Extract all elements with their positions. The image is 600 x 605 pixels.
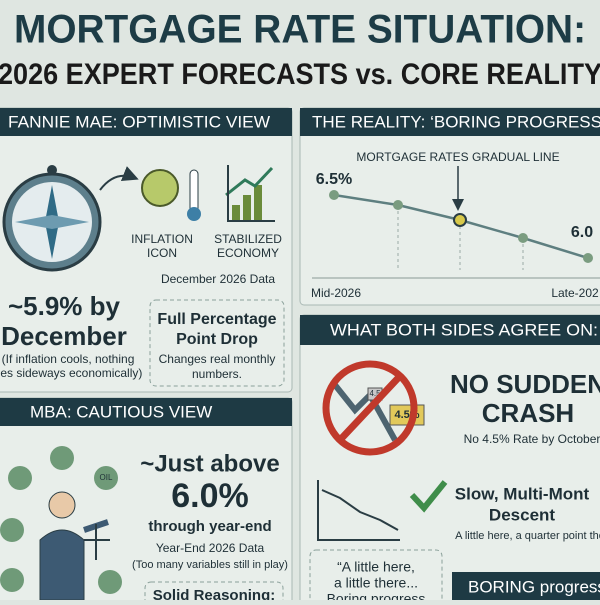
callout-text: numbers. bbox=[192, 367, 242, 381]
reality-panel: THE REALITY: ‘BORING PROGRESS MORTGAGE R… bbox=[299, 107, 600, 306]
mba-panel: MBA: CAUTIOUS VIEW OIL ~Just above 6.0% … bbox=[0, 397, 293, 605]
panel bbox=[299, 107, 600, 306]
descent-note: A little here, a quarter point the bbox=[455, 530, 600, 542]
badge bbox=[452, 572, 600, 602]
badge-text: BORING progress bbox=[468, 577, 600, 596]
drop-lines bbox=[397, 205, 524, 270]
headline-note: No 4.5% Rate by October bbox=[464, 432, 600, 446]
panel-heading: MBA: CAUTIOUS VIEW bbox=[30, 402, 212, 421]
chart-title: MORTGAGE RATES GRADUAL LINE bbox=[356, 150, 559, 164]
data-note: December 2026 Data bbox=[161, 272, 275, 286]
condition: (Too many variables still in play) bbox=[132, 559, 288, 571]
arrow bbox=[99, 166, 139, 191]
condition: oes sideways economically) bbox=[0, 366, 142, 380]
forecast: December bbox=[1, 321, 127, 351]
icon-text: OIL bbox=[100, 473, 113, 482]
condition: (If inflation cools, nothing bbox=[2, 352, 135, 366]
panel-header bbox=[0, 398, 292, 426]
end-label: 6.0 bbox=[571, 224, 593, 241]
data-note: Year-End 2026 Data bbox=[156, 541, 265, 555]
x-label: Late-202 bbox=[551, 286, 599, 300]
callout-title: Point Drop bbox=[176, 331, 258, 348]
businessman-icon: OIL bbox=[0, 446, 122, 601]
panel-header bbox=[0, 108, 292, 136]
panel-heading: THE REALITY: ‘BORING PROGRESS bbox=[312, 112, 600, 131]
no-crash-icon: 4.5 4.5% bbox=[322, 360, 425, 456]
headline: NO SUDDEN bbox=[450, 369, 600, 399]
title: MORTGAGE RATE SITUATION: bbox=[14, 8, 586, 52]
forecast: 6.0% bbox=[171, 477, 249, 515]
quote: a little there... bbox=[334, 575, 418, 591]
callout: Solid Reasoning: bbox=[153, 587, 276, 600]
panel-header bbox=[300, 315, 600, 345]
panel-heading: WHAT BOTH SIDES AGREE ON: bbox=[330, 320, 598, 339]
callout-box bbox=[144, 581, 284, 605]
forecast: ~5.9% by bbox=[8, 291, 121, 321]
fannie-panel: FANNIE MAE: OPTIMISTIC VIEW INFLATION IC… bbox=[0, 107, 293, 393]
sun-icon bbox=[141, 169, 201, 221]
quote-box bbox=[309, 549, 443, 605]
forecast: through year-end bbox=[148, 518, 271, 535]
icon-text: 4.5 bbox=[369, 389, 381, 398]
icon-label: ICON bbox=[147, 246, 177, 260]
icon-label: INFLATION bbox=[131, 232, 193, 246]
growth-chart-icon bbox=[225, 165, 275, 222]
agree-panel: WHAT BOTH SIDES AGREE ON: 4.5 4.5% NO SU… bbox=[299, 314, 600, 605]
x-label: Mid-2026 bbox=[311, 286, 361, 300]
quote: “A little here, bbox=[337, 559, 415, 575]
compass-icon bbox=[2, 165, 102, 272]
quote: Boring progress bbox=[327, 591, 426, 600]
panel-heading: FANNIE MAE: OPTIMISTIC VIEW bbox=[8, 112, 270, 131]
callout-box bbox=[149, 299, 285, 387]
icon-label: ECONOMY bbox=[217, 246, 279, 260]
headline: CRASH bbox=[482, 398, 574, 428]
callout-text: Changes real monthly bbox=[159, 352, 276, 366]
descent-icon bbox=[317, 480, 448, 541]
trend-points bbox=[329, 190, 593, 263]
start-label: 6.5% bbox=[316, 171, 352, 188]
panel bbox=[299, 314, 600, 605]
icon-label: STABILIZED bbox=[214, 232, 282, 246]
descent-title: Slow, Multi-Mont bbox=[455, 484, 590, 503]
descent-title: Descent bbox=[489, 505, 555, 524]
forecast: ~Just above bbox=[140, 450, 279, 477]
panel-header bbox=[300, 108, 600, 136]
subtitle: 2026 EXPERT FORECASTS vs. CORE REALITY bbox=[0, 58, 600, 91]
callout-title: Full Percentage bbox=[157, 311, 276, 328]
